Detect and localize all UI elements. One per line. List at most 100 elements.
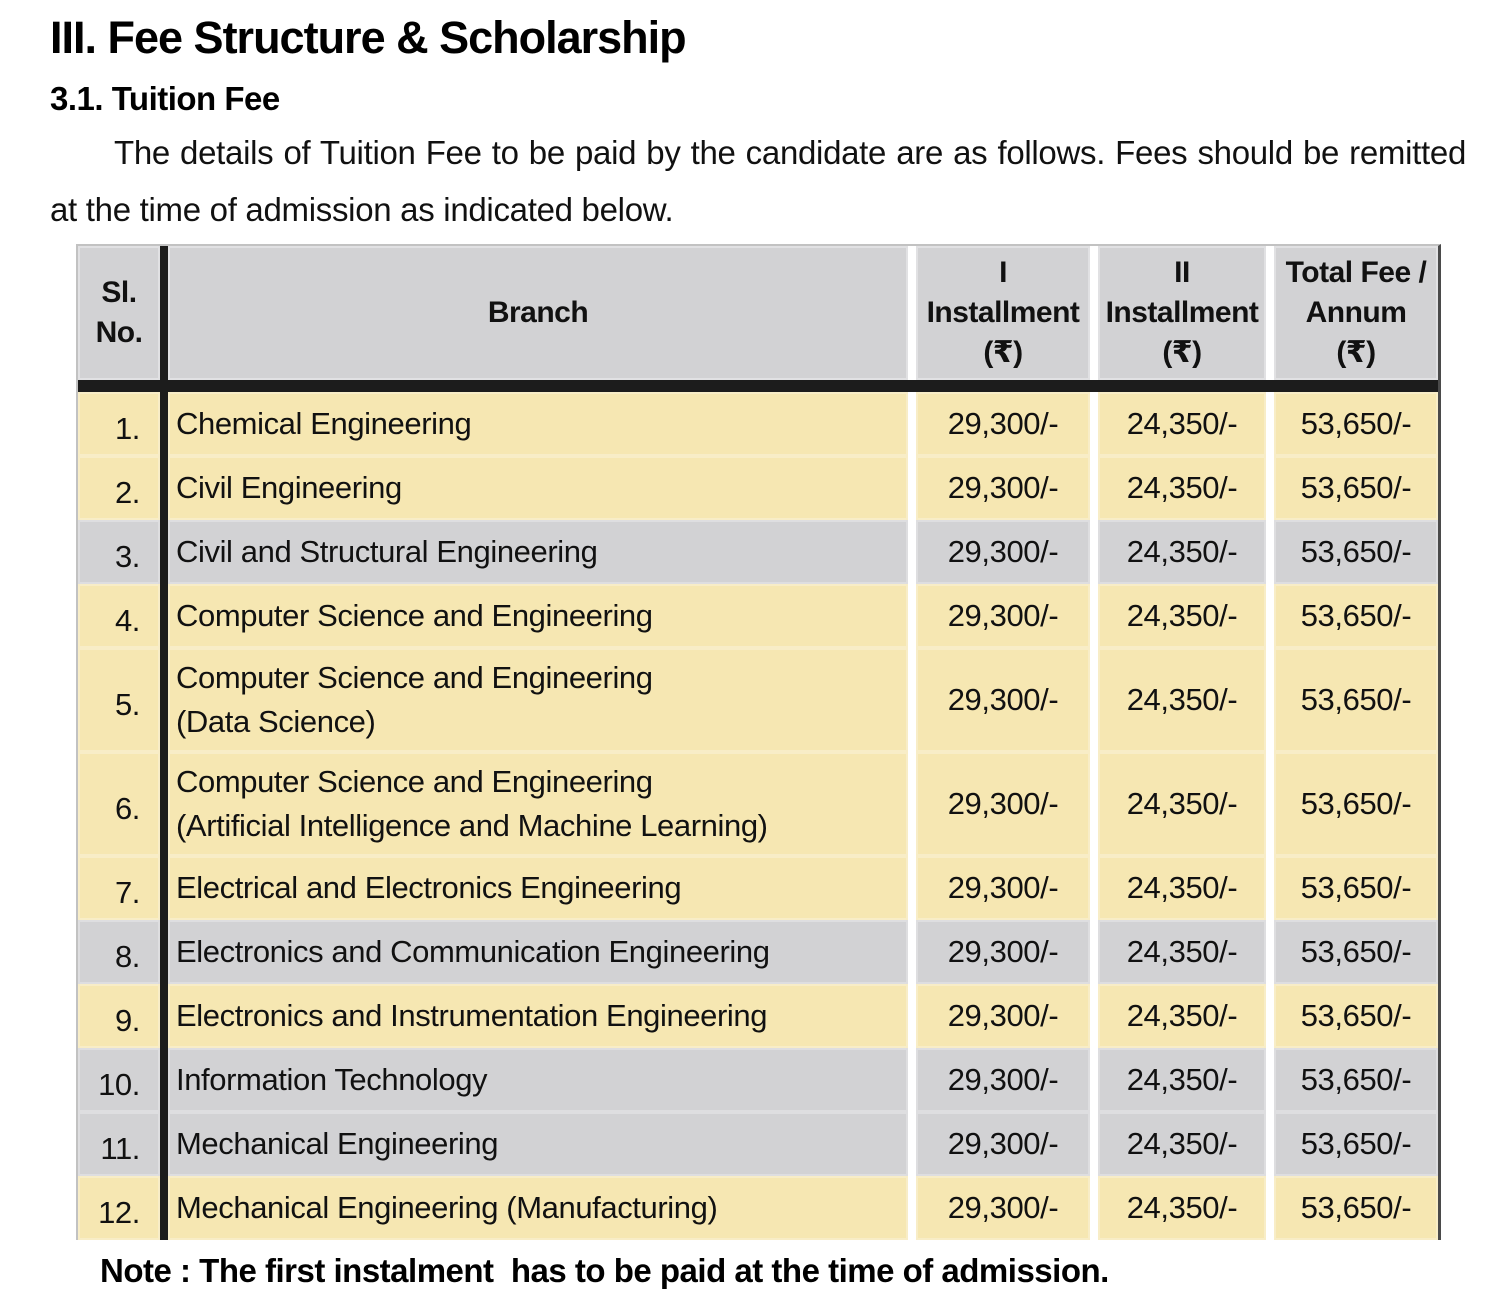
column-gap [1266, 920, 1274, 984]
slno-cell: 5. [78, 648, 160, 752]
slno-cell: 2. [78, 456, 160, 520]
installment1-cell: 29,300/- [916, 456, 1090, 520]
branch-cell: Information Technology [168, 1048, 908, 1112]
col-header-installment1: I Installment (₹) [916, 246, 1090, 380]
column-gap [908, 648, 916, 752]
branch-name: Mechanical Engineering [176, 1126, 499, 1161]
installment1-cell: 29,300/- [916, 1176, 1090, 1240]
column-gap [1266, 1048, 1274, 1112]
column-gap [1090, 984, 1098, 1048]
column-gap [1266, 520, 1274, 584]
installment1-cell: 29,300/- [916, 920, 1090, 984]
note-text: Note : The first instalment has to be pa… [100, 1252, 1109, 1289]
col-header-branch-label: Branch [487, 296, 589, 329]
column-gap [1090, 1048, 1098, 1112]
branch-name: Civil Engineering [176, 470, 402, 505]
column-gap [1266, 584, 1274, 648]
col-header-branch: Branch [168, 246, 908, 380]
column-gap [908, 752, 916, 856]
table-row: 5. Computer Science and Engineering (Dat… [78, 648, 1438, 752]
column-divider-bar [160, 920, 168, 984]
table-row: 11. Mechanical Engineering 29,300/- 24,3… [78, 1112, 1438, 1176]
column-divider-bar [160, 392, 168, 456]
rupee-symbol: (₹) [983, 336, 1023, 369]
col-header-installment2: II Installment (₹) [1098, 246, 1266, 380]
column-gap [1090, 520, 1098, 584]
column-gap [1266, 856, 1274, 920]
header-rule [78, 380, 1438, 392]
installment2-cell: 24,350/- [1098, 1176, 1266, 1240]
total-cell: 53,650/- [1274, 648, 1438, 752]
slno-cell: 1. [78, 392, 160, 456]
total-cell: 53,650/- [1274, 1112, 1438, 1176]
total-cell: 53,650/- [1274, 392, 1438, 456]
column-gap [1090, 392, 1098, 456]
installment1-cell: 29,300/- [916, 392, 1090, 456]
slno-cell: 4. [78, 584, 160, 648]
branch-name: Civil and Structural Engineering [176, 534, 598, 569]
installment2-cell: 24,350/- [1098, 752, 1266, 856]
installment1-cell: 29,300/- [916, 1048, 1090, 1112]
branch-name-line2: (Data Science) [176, 704, 376, 739]
installment2-cell: 24,350/- [1098, 520, 1266, 584]
branch-cell: Computer Science and Engineering (Artifi… [168, 752, 908, 856]
total-cell: 53,650/- [1274, 920, 1438, 984]
col-header-total: Total Fee / Annum (₹) [1274, 246, 1438, 380]
col-header-installment2-line1: II [1174, 256, 1190, 289]
table-header-row: Sl. No. Branch I Installment (₹) II Inst… [78, 246, 1438, 380]
column-divider-bar [160, 246, 168, 380]
column-gap [1266, 1176, 1274, 1240]
total-cell: 53,650/- [1274, 1048, 1438, 1112]
installment2-cell: 24,350/- [1098, 584, 1266, 648]
column-gap [908, 520, 916, 584]
branch-name: Electrical and Electronics Engineering [176, 870, 682, 905]
branch-cell: Civil Engineering [168, 456, 908, 520]
column-gap [1090, 1112, 1098, 1176]
column-gap [1266, 392, 1274, 456]
col-header-total-line1: Total Fee / [1285, 256, 1427, 289]
slno-cell: 7. [78, 856, 160, 920]
column-divider-bar [160, 1048, 168, 1112]
installment1-cell: 29,300/- [916, 752, 1090, 856]
branch-cell: Computer Science and Engineering [168, 584, 908, 648]
table-row: 3. Civil and Structural Engineering 29,3… [78, 520, 1438, 584]
column-gap [1266, 984, 1274, 1048]
branch-cell: Chemical Engineering [168, 392, 908, 456]
slno-cell: 6. [78, 752, 160, 856]
branch-name: Computer Science and Engineering [176, 764, 653, 799]
installment2-cell: 24,350/- [1098, 984, 1266, 1048]
table-row: 12. Mechanical Engineering (Manufacturin… [78, 1176, 1438, 1240]
installment2-cell: 24,350/- [1098, 648, 1266, 752]
intro-paragraph: The details of Tuition Fee to be paid by… [50, 134, 1466, 228]
column-gap [1266, 1112, 1274, 1176]
col-header-slno-line2: No. [95, 316, 143, 349]
column-divider-bar [160, 456, 168, 520]
total-cell: 53,650/- [1274, 520, 1438, 584]
rupee-symbol: (₹) [1162, 336, 1202, 369]
branch-cell: Civil and Structural Engineering [168, 520, 908, 584]
branch-name: Electronics and Instrumentation Engineer… [176, 998, 768, 1033]
installment2-cell: 24,350/- [1098, 856, 1266, 920]
rupee-symbol: (₹) [1336, 336, 1376, 369]
branch-cell: Computer Science and Engineering (Data S… [168, 648, 908, 752]
installment2-cell: 24,350/- [1098, 1048, 1266, 1112]
col-header-total-line2: Annum [1305, 296, 1407, 329]
slno-cell: 9. [78, 984, 160, 1048]
table-row: 10. Information Technology 29,300/- 24,3… [78, 1048, 1438, 1112]
installment2-cell: 24,350/- [1098, 456, 1266, 520]
branch-name: Computer Science and Engineering [176, 660, 653, 695]
installment1-cell: 29,300/- [916, 856, 1090, 920]
column-divider-bar [160, 984, 168, 1048]
total-cell: 53,650/- [1274, 1176, 1438, 1240]
column-gap [1266, 648, 1274, 752]
installment1-cell: 29,300/- [916, 584, 1090, 648]
column-gap [908, 1176, 916, 1240]
column-gap [1090, 456, 1098, 520]
slno-cell: 3. [78, 520, 160, 584]
column-gap [1090, 856, 1098, 920]
col-header-installment2-line2: Installment [1105, 296, 1259, 329]
column-divider-bar [160, 648, 168, 752]
installment1-cell: 29,300/- [916, 1112, 1090, 1176]
column-gap [1266, 752, 1274, 856]
column-divider-bar [160, 752, 168, 856]
